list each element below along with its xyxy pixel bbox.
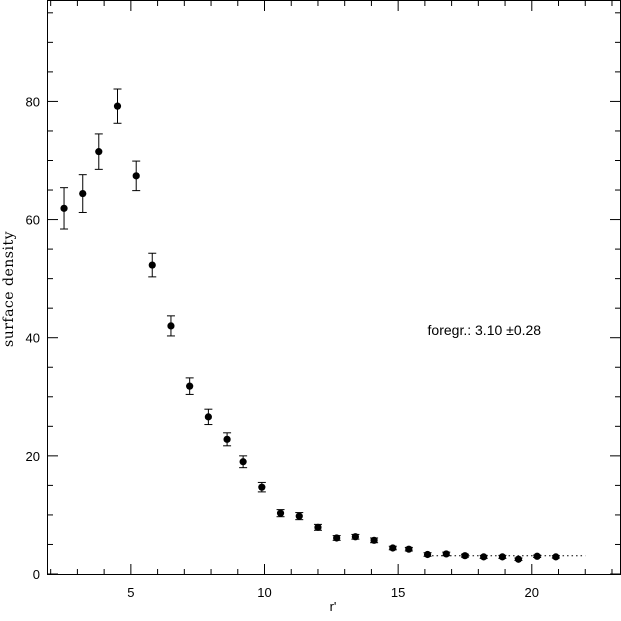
data-point [480,553,488,561]
data-point [113,102,122,110]
y-tick-label: 20 [26,449,40,464]
data-point [276,509,285,517]
data-point [333,534,341,542]
y-tick-label: 60 [26,213,40,228]
data-point [148,261,156,269]
x-axis-label: r' [330,599,337,614]
data-point [295,512,303,520]
data-point [514,555,523,563]
data-point [389,544,397,552]
data-point [258,483,266,491]
data-point [533,552,541,560]
data-point [95,148,103,156]
data-point [442,550,450,558]
y-tick-label: 40 [26,331,40,346]
plot-frame [47,0,621,575]
x-tick-label: 15 [391,585,405,600]
data-point [552,553,560,561]
data-point [423,550,432,559]
data-point [132,172,140,180]
data-point [314,523,322,531]
foreground-annotation: foregr.: 3.10 ±0.28 [428,322,542,338]
y-tick-label: 0 [33,567,40,582]
data-point [204,413,212,421]
data-point [370,536,378,544]
ticks-layer: 5 10 15 20 0 20 40 60 80 [26,1,620,600]
x-tick-label: 10 [257,585,271,600]
data-point [186,382,194,390]
data-point [239,458,247,466]
data-point [223,435,231,443]
data-point [167,322,175,330]
data-point [351,533,359,541]
data-point [405,545,413,553]
data-point [79,189,87,198]
data-point [60,204,68,212]
y-tick-label: 80 [26,94,40,109]
x-tick-label: 20 [525,585,539,600]
x-tick-label: 5 [127,585,134,600]
y-axis-label: surface density [1,231,17,347]
data-point [498,553,506,561]
